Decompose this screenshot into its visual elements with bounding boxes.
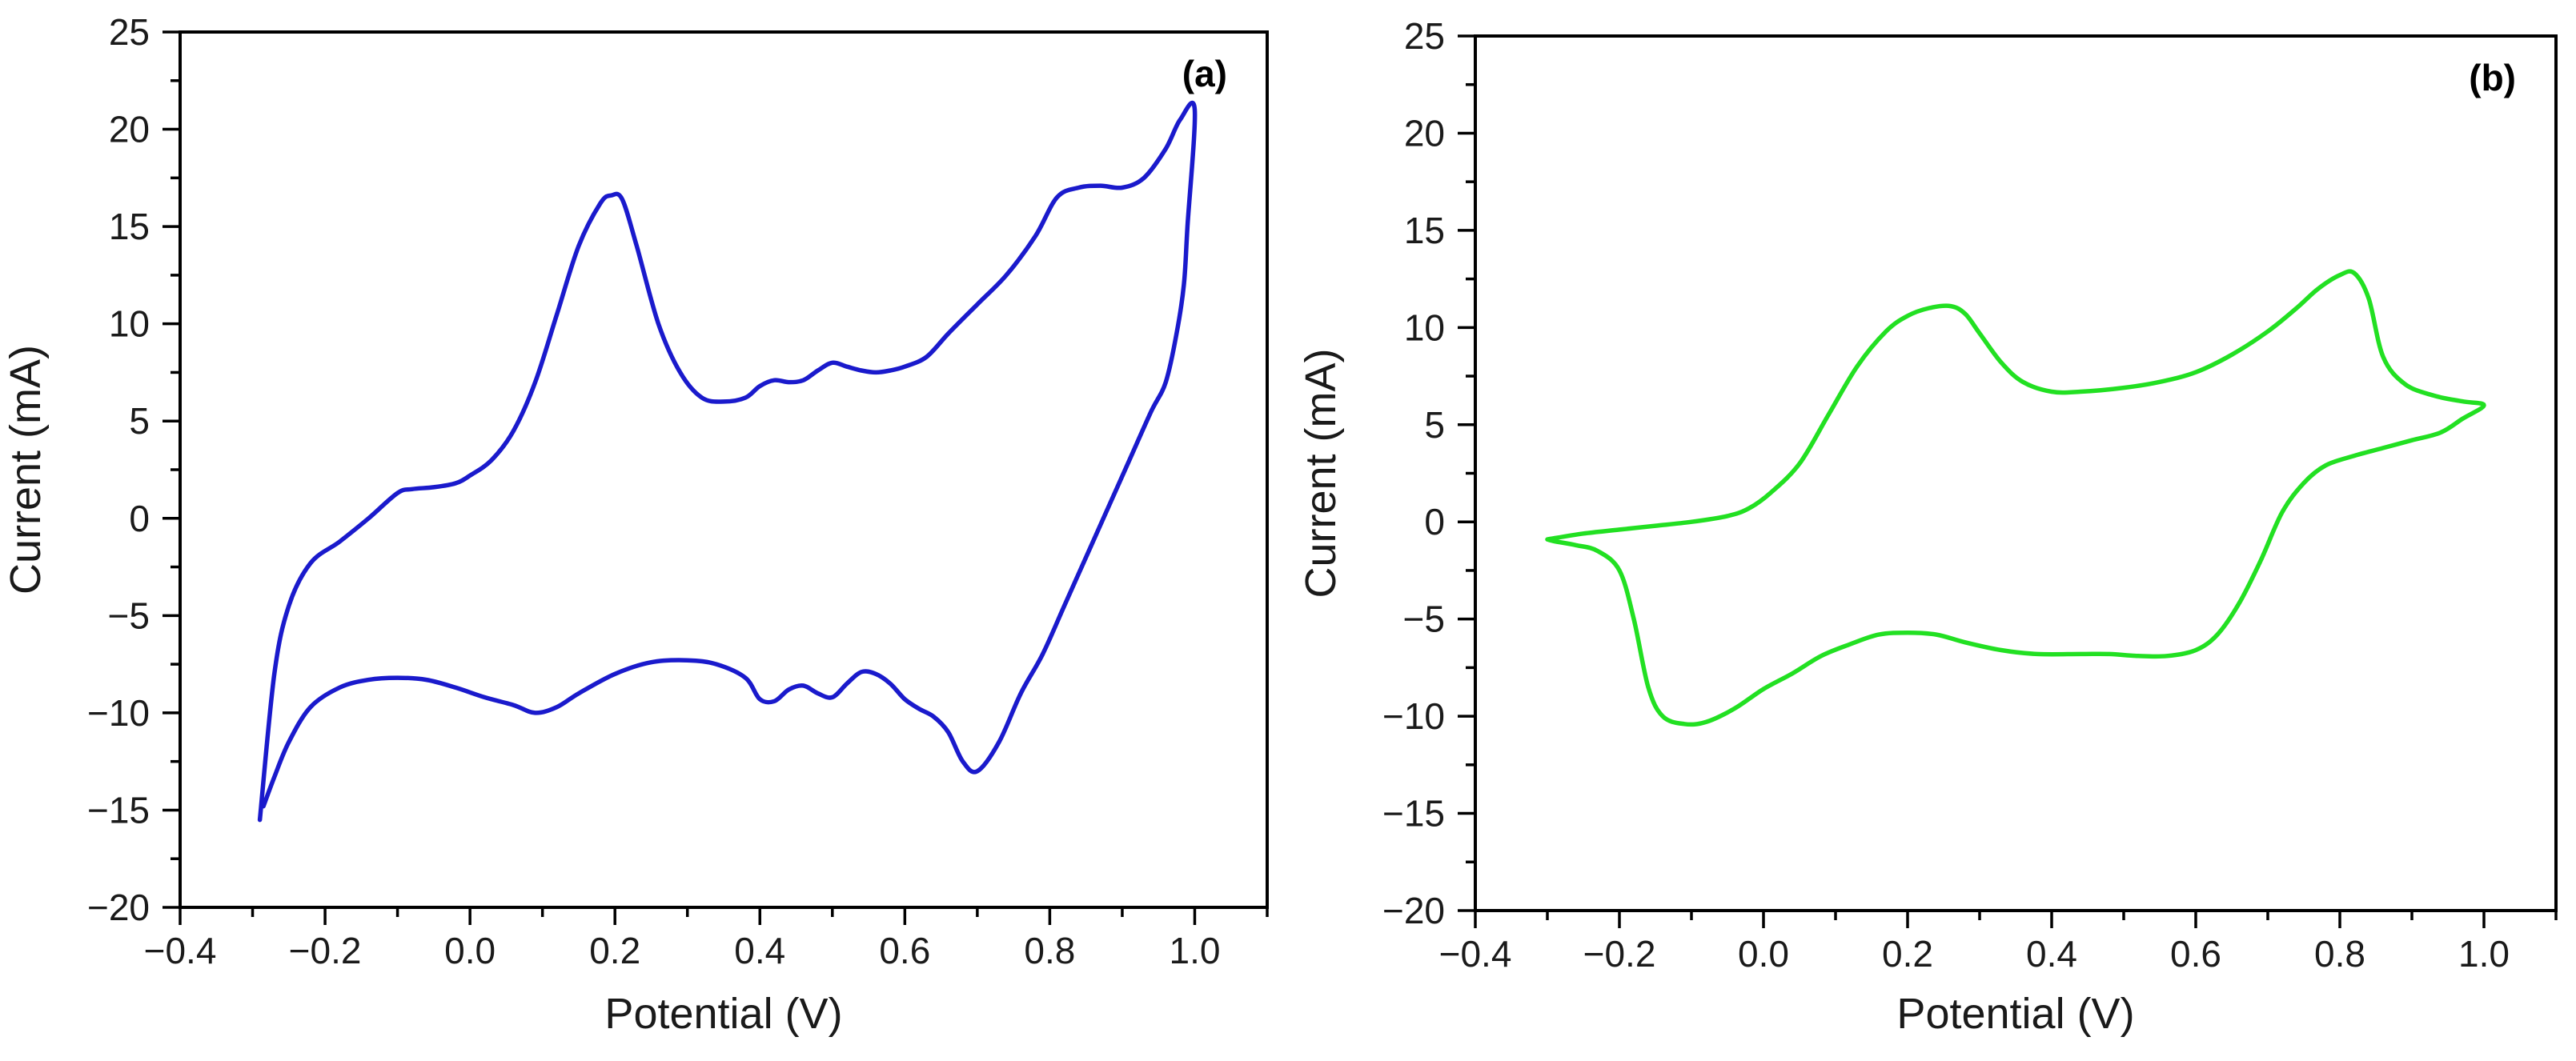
x-tick-label: 1.0 <box>2458 933 2510 975</box>
x-tick-label: 0.8 <box>2314 933 2365 975</box>
y-tick-label: −20 <box>1382 890 1445 931</box>
chart-panel-a: −0.4 −0.2 0.0 0.2 0.4 0.6 0.8 1.0 −20 −15 −10 −5 0 5 1… <box>2 11 1269 1038</box>
panel-label: (a) <box>1182 53 1227 94</box>
cv-curve-b <box>1545 269 2486 727</box>
y-tick-label: 0 <box>1424 501 1445 543</box>
x-tick-label: 0.6 <box>2170 933 2221 975</box>
y-tick-label: 10 <box>1404 306 1445 348</box>
y-tick-label: 25 <box>1404 15 1445 57</box>
x-tick-label: −0.4 <box>1439 933 1512 975</box>
x-tick-label: −0.4 <box>144 930 217 971</box>
y-tick-label: −5 <box>1403 599 1445 640</box>
y-axis-title: Current (mA) <box>2 345 50 595</box>
x-tick-label: 0.4 <box>2026 933 2077 975</box>
y-tick-label: −10 <box>87 692 150 734</box>
x-axis-title: Potential (V) <box>1896 990 2134 1038</box>
x-axis-title: Potential (V) <box>604 990 842 1038</box>
x-tick-label: 0.0 <box>1738 933 1789 975</box>
x-tick-label: −0.2 <box>1583 933 1656 975</box>
y-tick-label: −5 <box>108 595 150 636</box>
y-axis-title: Current (mA) <box>1297 348 1345 598</box>
y-tick-label: 15 <box>109 206 150 247</box>
y-tick-label: −15 <box>1382 793 1445 835</box>
x-tick-label: 0.0 <box>444 930 496 971</box>
x-tick-label: −0.2 <box>289 930 362 971</box>
x-tick-label: 1.0 <box>1169 930 1220 971</box>
cv-curve-a <box>257 100 1198 823</box>
y-tick-label: 15 <box>1404 210 1445 251</box>
y-tick-label: 20 <box>1404 112 1445 154</box>
y-tick-label: −20 <box>87 887 150 928</box>
y-tick-label: 5 <box>1424 404 1445 446</box>
y-tick-label: 25 <box>109 11 150 53</box>
y-tick-label: 10 <box>109 303 150 345</box>
x-tick-label: 0.8 <box>1024 930 1075 971</box>
y-tick-label: 0 <box>129 498 150 539</box>
y-tick-label: 5 <box>129 400 150 442</box>
x-tick-label: 0.6 <box>879 930 930 971</box>
x-tick-label: 0.4 <box>734 930 785 971</box>
panel-label: (b) <box>2469 57 2516 98</box>
x-tick-label: 0.2 <box>1882 933 1933 975</box>
x-tick-label: 0.2 <box>589 930 640 971</box>
y-tick-label: −10 <box>1382 695 1445 737</box>
y-tick-label: 20 <box>109 109 150 150</box>
chart-panel-b: −0.4 −0.2 0.0 0.2 0.4 0.6 0.8 1.0 −20 −15 −10 −5 0 5 1… <box>1297 15 2558 1038</box>
y-tick-label: −15 <box>87 789 150 831</box>
